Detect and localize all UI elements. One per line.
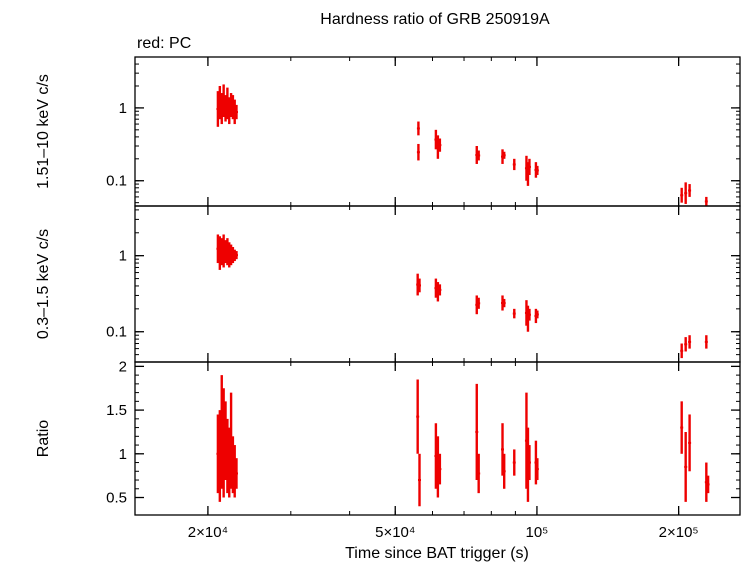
y-tick-label: 2 <box>119 358 127 375</box>
plot-panels: 10.11.51–10 keV c/s10.10.3–1.5 keV c/s21… <box>35 56 741 541</box>
panel-ratio: 2 1.5 1 0.5 Ratio <box>35 358 741 516</box>
y-axis-label: 1.51–10 keV c/s <box>35 74 52 189</box>
x-tick-label: 10⁵ <box>525 524 548 541</box>
y-axis-label: Ratio <box>35 420 52 457</box>
chart-subtitle: red: PC <box>137 35 191 52</box>
y-tick-label: 0.1 <box>106 173 127 190</box>
y-tick-label: 0.5 <box>106 490 127 507</box>
y-tick-label: 1.5 <box>106 402 127 419</box>
x-axis-label: Time since BAT trigger (s) <box>345 545 529 562</box>
panel-hard: 1 0.1 1.51–10 keV c/s <box>35 56 741 207</box>
y-axis-label: 0.3–1.5 keV c/s <box>35 229 52 339</box>
x-tick-label: 2×10⁵ <box>659 524 699 541</box>
panel-soft: 1 0.1 0.3–1.5 keV c/s <box>35 205 741 363</box>
y-tick-label: 0.1 <box>106 324 127 341</box>
x-tick-label: 5×10⁴ <box>375 524 415 541</box>
chart-title: Hardness ratio of GRB 250919A <box>320 11 550 28</box>
y-tick-label: 1 <box>119 248 127 265</box>
x-tick-label: 2×10⁴ <box>188 524 228 541</box>
panel-frame <box>134 56 741 207</box>
panel-frame <box>134 361 741 516</box>
y-tick-label: 1 <box>119 446 127 463</box>
y-tick-label: 1 <box>119 100 127 117</box>
